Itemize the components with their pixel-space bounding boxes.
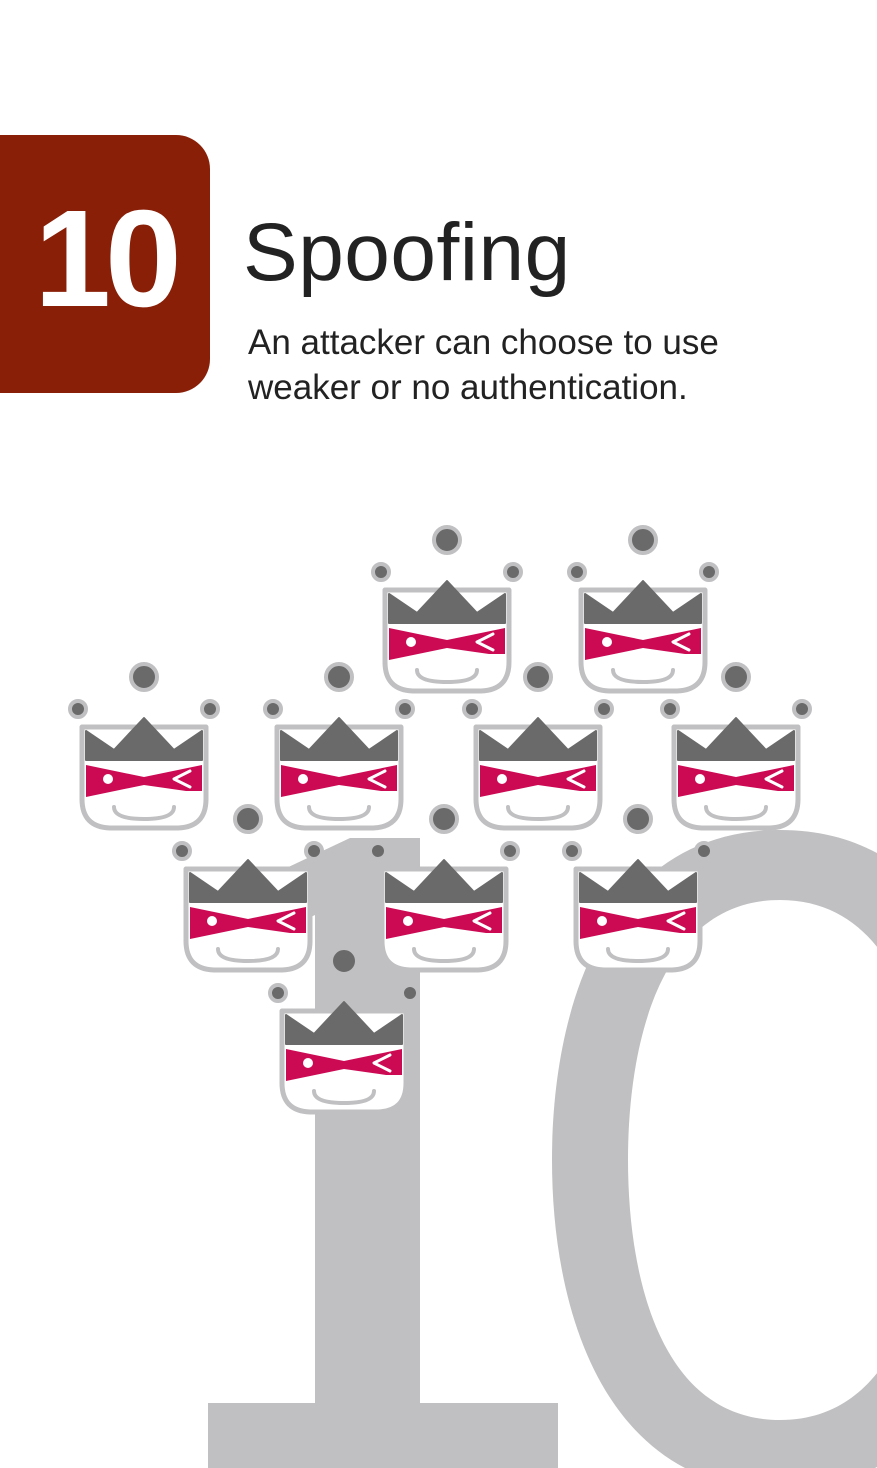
masked-crowned-face-icon	[569, 527, 717, 691]
card-title: Spoofing	[243, 207, 571, 298]
masked-crowned-face-icon	[370, 806, 518, 970]
masked-crowned-face-icon	[265, 664, 413, 828]
masked-crowned-face-icon	[564, 806, 712, 970]
card-number-badge	[0, 135, 210, 393]
masked-crowned-face-icon	[373, 527, 521, 691]
masked-crowned-face-icon	[174, 806, 322, 970]
masked-crowned-face-icon	[70, 664, 218, 828]
card-number: 10	[34, 182, 182, 336]
card-description: An attacker can choose to use weaker or …	[248, 323, 719, 407]
background-number	[208, 830, 877, 1468]
